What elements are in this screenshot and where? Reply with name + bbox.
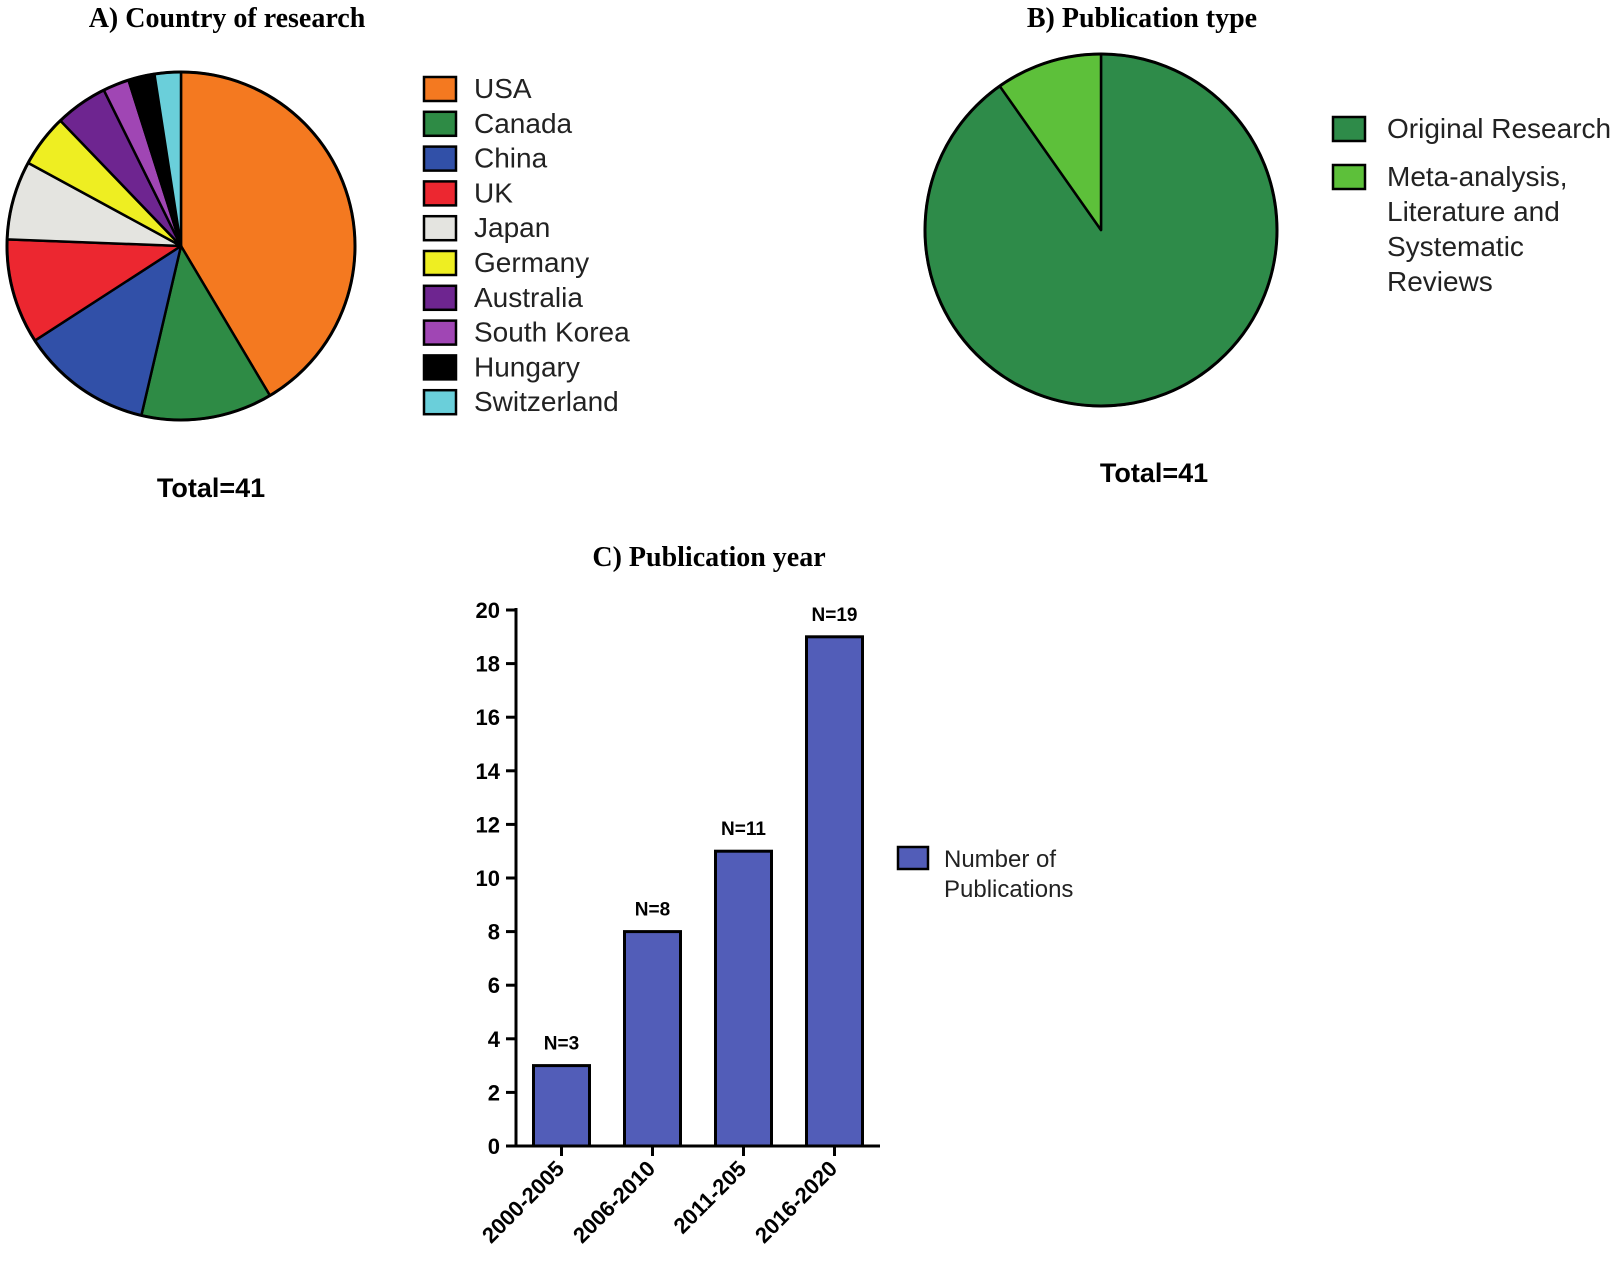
- y-tick-label-0: 0: [488, 1134, 500, 1159]
- legend-swatch-south-korea: [422, 319, 458, 346]
- bar-2000-2005: [532, 1064, 591, 1148]
- legend-publication-year: Number of Publications: [896, 845, 1073, 903]
- legend-swatch-switzerland: [422, 388, 458, 416]
- panel-publication-type: B) Publication type Original Research Met…: [923, 3, 1611, 488]
- chart-title-publication-type: B) Publication type: [1027, 3, 1257, 34]
- legend-swatch-uk: [422, 180, 458, 207]
- panel-publication-year: C) Publication year 0 2 4 6 8 10 12 14 16 18 20 N=3…: [476, 542, 1074, 1248]
- data-label-2000-2005: N=3: [544, 1034, 579, 1055]
- x-tick-label-2016-2020: 2016-2020: [750, 1156, 842, 1248]
- pie-country-outline: [5, 70, 357, 422]
- legend-label-number-of-publications: Number of Publications: [944, 846, 1073, 903]
- legend-swatch-number-of-publications: [896, 845, 930, 871]
- legend-label-canada: Canada: [474, 108, 573, 139]
- legend-label-germany: Germany: [474, 247, 589, 278]
- legend-swatch-usa: [422, 75, 458, 103]
- legend-label-south-korea: South Korea: [474, 317, 630, 348]
- legend-swatch-original-research: [1331, 115, 1367, 143]
- pie-country: [5, 70, 357, 422]
- y-tick-label-20: 20: [476, 598, 500, 623]
- legend-swatch-australia: [422, 284, 458, 312]
- x-tick-label-2000-2005: 2000-2005: [477, 1156, 569, 1248]
- data-label-2016-2020: N=19: [812, 605, 858, 626]
- legend-label-china: China: [474, 143, 548, 174]
- x-tick-label-2011-205: 2011-205: [668, 1156, 751, 1239]
- legend-label-original-research: Original Research: [1387, 113, 1611, 144]
- bar-chart-publication-year: 0 2 4 6 8 10 12 14 16 18 20 N=3 2000-2005 N=8 2006-201…: [476, 598, 880, 1248]
- data-label-2006-2010: N=8: [635, 900, 670, 921]
- y-tick-label-2: 2: [488, 1080, 500, 1105]
- data-label-2011-205: N=11: [721, 819, 766, 840]
- y-tick-label-6: 6: [488, 973, 500, 998]
- legend-label-australia: Australia: [474, 282, 583, 313]
- legend-swatch-japan: [422, 214, 458, 242]
- legend-label-japan: Japan: [474, 212, 550, 243]
- legend-label-hungary: Hungary: [474, 351, 580, 382]
- y-tick-label-8: 8: [488, 920, 500, 945]
- bar-2016-2020: [805, 635, 864, 1148]
- legend-label-switzerland: Switzerland: [474, 386, 619, 417]
- bar-2011-205: [714, 849, 773, 1148]
- total-label-country: Total=41: [157, 473, 265, 503]
- total-label-publication-type: Total=41: [1100, 458, 1208, 488]
- y-tick-label-18: 18: [476, 652, 500, 677]
- chart-title-publication-year: C) Publication year: [592, 542, 825, 573]
- x-tick-label-2006-2010: 2006-2010: [568, 1156, 660, 1248]
- chart-title-country: A) Country of research: [89, 3, 366, 34]
- y-tick-label-4: 4: [488, 1027, 501, 1052]
- legend-label-meta-analysis-literature-and-systematic-reviews: Meta-analysis, Literature and Systematic Re…: [1387, 161, 1568, 297]
- legend-swatch-hungary: [422, 354, 458, 381]
- legend-label-usa: USA: [474, 73, 532, 104]
- y-tick-label-16: 16: [476, 705, 500, 730]
- legend-swatch-canada: [422, 110, 458, 138]
- pie-publication-type: [923, 52, 1279, 408]
- y-tick-label-14: 14: [476, 759, 501, 784]
- legend-publication-type: Original Research Meta-analysis, Literatur…: [1331, 113, 1611, 297]
- legend-swatch-china: [422, 145, 458, 172]
- legend-swatch-meta-analysis-literature-and-systematic-reviews: [1331, 163, 1367, 191]
- legend-swatch-germany: [422, 249, 458, 277]
- pie-publication-type-outline: [923, 52, 1279, 408]
- y-tick-label-10: 10: [476, 866, 500, 891]
- bar-2006-2010: [623, 930, 682, 1148]
- y-tick-label-12: 12: [476, 812, 500, 837]
- legend-label-uk: UK: [474, 177, 513, 208]
